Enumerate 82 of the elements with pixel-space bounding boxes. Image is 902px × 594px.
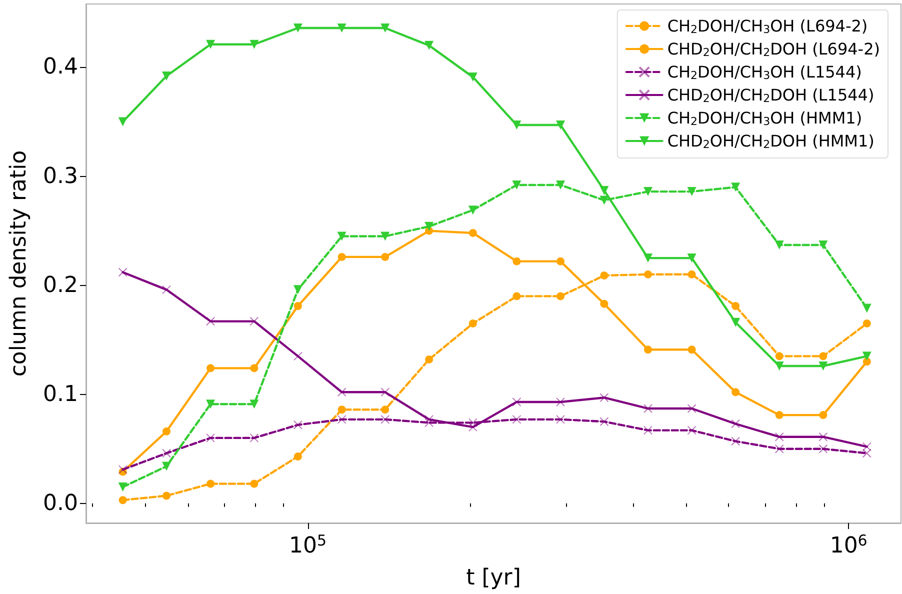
y-tick-label: 0.0	[43, 490, 78, 516]
point	[775, 352, 784, 360]
point	[118, 117, 128, 126]
y-tick-label: 0.1	[43, 382, 78, 407]
legend-label: CH2DOH/CH3OH (L694-2)	[667, 16, 868, 36]
point	[644, 187, 652, 196]
point	[644, 346, 652, 354]
point	[731, 182, 740, 192]
point	[337, 23, 346, 32]
point	[468, 72, 478, 82]
point	[819, 411, 828, 420]
point	[468, 319, 477, 328]
point	[512, 292, 521, 300]
point	[294, 452, 302, 460]
point	[512, 180, 522, 190]
point	[338, 406, 346, 414]
point	[687, 187, 696, 196]
point	[250, 40, 259, 49]
point	[162, 462, 171, 471]
point	[424, 40, 434, 50]
point	[206, 40, 216, 49]
point	[293, 23, 302, 32]
point	[425, 355, 434, 364]
point	[731, 318, 740, 327]
point	[250, 400, 259, 409]
point	[468, 206, 478, 215]
point	[380, 23, 390, 32]
point	[162, 427, 170, 436]
legend-label: CH2DOH/CH3OH (HMM1)	[667, 108, 862, 128]
legend-label: CH2DOH/CH3OH (L1544)	[667, 62, 862, 82]
point	[862, 352, 872, 361]
point	[774, 240, 784, 250]
point	[600, 271, 608, 280]
point	[381, 406, 390, 414]
point	[862, 358, 871, 366]
point	[818, 361, 828, 370]
point	[424, 222, 434, 231]
point	[644, 270, 652, 278]
y-tick-label: 0.2	[43, 272, 78, 298]
point	[293, 285, 302, 294]
y-tick-label: 0.3	[43, 164, 78, 189]
point	[687, 254, 696, 263]
point	[118, 482, 128, 492]
point	[818, 240, 828, 250]
point	[294, 302, 302, 310]
point	[250, 480, 258, 488]
point	[556, 257, 564, 266]
legend-label: CHD2OH/CH2DOH (L1544)	[667, 86, 874, 105]
point	[337, 232, 346, 241]
point	[688, 346, 696, 354]
point	[600, 300, 608, 308]
point	[118, 496, 127, 504]
point	[512, 257, 521, 266]
point	[688, 270, 696, 278]
point	[338, 252, 346, 261]
point	[206, 364, 215, 372]
legend-label: CHD2OH/CH2DOH (L694-2)	[667, 40, 880, 59]
point	[600, 196, 609, 205]
point	[775, 411, 784, 420]
point	[381, 252, 390, 261]
point	[468, 228, 477, 237]
point	[380, 232, 390, 241]
point	[206, 400, 216, 409]
point	[162, 71, 171, 80]
point	[250, 364, 258, 372]
x-axis-title: t [yr]	[466, 566, 521, 590]
point	[556, 292, 564, 300]
point	[556, 120, 565, 130]
point	[862, 304, 872, 313]
y-axis-title: column density ratio	[6, 150, 32, 377]
y-tick-label: 0.4	[43, 54, 78, 80]
point	[732, 388, 740, 396]
point	[512, 120, 522, 130]
point	[556, 180, 565, 190]
legend-label: CHD2OH/CH2DOH (HMM1)	[667, 132, 874, 151]
point	[600, 186, 609, 195]
point	[862, 319, 871, 328]
point	[732, 302, 740, 310]
point	[162, 492, 170, 500]
point	[644, 254, 652, 263]
point	[206, 480, 215, 488]
point	[819, 352, 828, 360]
